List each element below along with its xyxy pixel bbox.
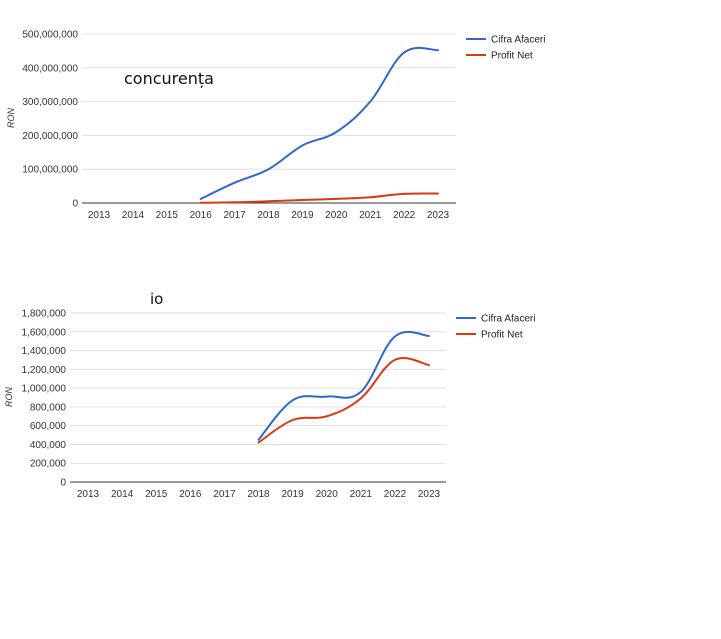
y-tick-label: 100,000,000 (22, 165, 78, 176)
x-tick-label: 2022 (393, 210, 416, 221)
chart-overlay-label: concurența (124, 69, 214, 88)
x-tick-label: 2014 (122, 210, 145, 221)
y-tick-label: 500,000,000 (22, 30, 78, 41)
y-tick-label: 200,000,000 (22, 131, 78, 142)
legend-label: Profit Net (481, 330, 523, 341)
y-axis-title-group: RON (4, 387, 14, 408)
y-tick-label: 1,400,000 (22, 346, 67, 357)
y-tick-label: 400,000 (30, 440, 67, 451)
y-tick-label: 200,000 (30, 459, 67, 470)
x-tick-label: 2013 (88, 210, 111, 221)
y-tick-label: 1,200,000 (22, 365, 67, 376)
y-tick-label: 1,000,000 (22, 384, 67, 395)
x-tick-label: 2013 (77, 489, 100, 500)
y-axis-title: RON (6, 108, 16, 129)
x-tick-label: 2022 (384, 489, 407, 500)
chart-overlay-label: io (150, 290, 163, 308)
y-tick-label: 0 (72, 199, 78, 210)
x-tick-label: 2023 (418, 489, 441, 500)
x-tick-label: 2017 (213, 489, 236, 500)
x-tick-label: 2023 (427, 210, 450, 221)
legend-label: Cifra Afaceri (491, 35, 545, 46)
x-tick-label: 2014 (111, 489, 134, 500)
y-tick-label: 300,000,000 (22, 97, 78, 108)
chart-concurenta: RON concurența 0 100,000,000 200,000,000 30… (6, 30, 545, 222)
x-tick-label: 2021 (350, 489, 373, 500)
x-tick-label: 2018 (257, 210, 280, 221)
x-tick-label: 2017 (223, 210, 246, 221)
y-tick-label: 600,000 (30, 421, 67, 432)
series-line-profit-net (199, 192, 439, 204)
x-tick-label: 2018 (247, 489, 270, 500)
y-axis-title: RON (4, 387, 14, 408)
series-line-cifra-afaceri (199, 46, 439, 200)
x-tick-label: 2020 (316, 489, 339, 500)
y-axis-title-group: RON (6, 108, 16, 129)
legend-label: Cifra Afaceri (481, 314, 535, 325)
series-line-cifra-afaceri (257, 330, 430, 441)
x-tick-label: 2019 (291, 210, 314, 221)
legend-label: Profit Net (491, 51, 533, 62)
y-tick-label: 1,600,000 (22, 327, 67, 338)
x-tick-label: 2016 (190, 210, 213, 221)
chart-io: RON io 0 200,000 400,000 600,000 800,000 1,00… (4, 290, 535, 500)
y-tick-label: 1,800,000 (22, 309, 67, 320)
series-line-profit-net (257, 357, 430, 444)
y-tick-label: 800,000 (30, 402, 67, 413)
x-tick-label: 2021 (359, 210, 382, 221)
x-tick-label: 2019 (281, 489, 304, 500)
y-tick-label: 0 (60, 478, 66, 489)
x-tick-label: 2015 (145, 489, 168, 500)
x-tick-label: 2020 (325, 210, 348, 221)
x-tick-label: 2015 (156, 210, 179, 221)
x-tick-label: 2016 (179, 489, 202, 500)
y-tick-label: 400,000,000 (22, 63, 78, 74)
